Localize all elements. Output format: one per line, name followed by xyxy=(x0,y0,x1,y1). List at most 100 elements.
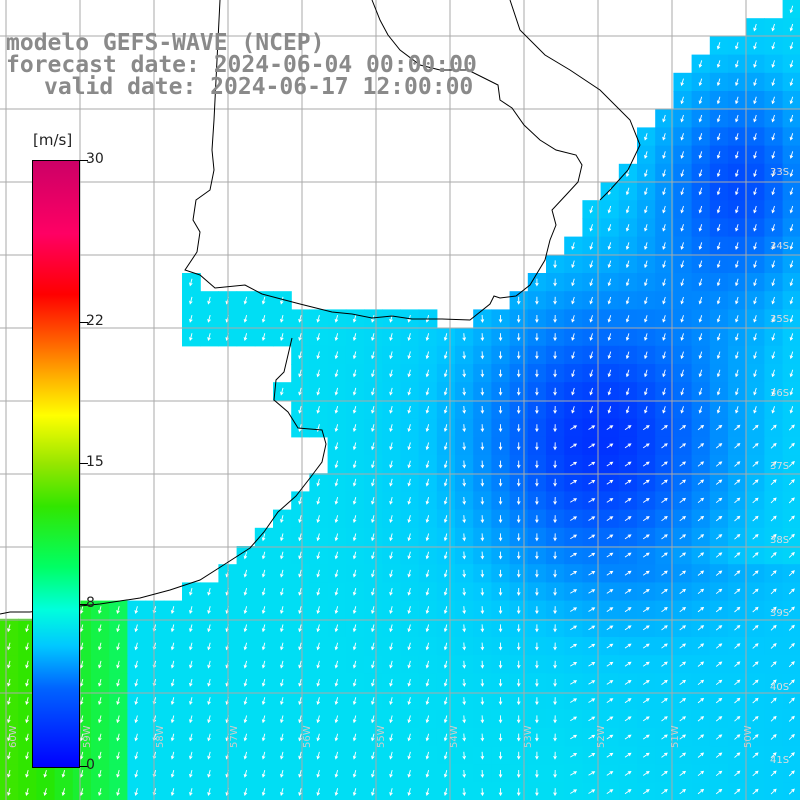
wind-arrow xyxy=(25,715,29,724)
wind-arrow xyxy=(280,733,284,742)
wind-arrow xyxy=(498,369,503,378)
wind-arrow xyxy=(298,788,302,797)
wind-arrow xyxy=(571,315,575,323)
wind-arrow xyxy=(389,642,393,651)
wind-arrow xyxy=(498,424,503,433)
wind-arrow xyxy=(207,715,211,724)
wind-arrow xyxy=(624,607,632,613)
wind-arrow xyxy=(624,625,632,631)
wind-arrow xyxy=(389,606,393,615)
wind-arrow xyxy=(371,533,375,542)
wind-arrow xyxy=(680,151,684,159)
wind-arrow xyxy=(316,478,321,487)
wind-arrow xyxy=(606,752,614,758)
wind-arrow xyxy=(462,587,467,596)
wind-arrow xyxy=(735,114,739,123)
wind-arrow xyxy=(662,187,666,196)
wind-arrow xyxy=(480,496,485,505)
wind-arrow xyxy=(680,205,684,214)
wind-arrow xyxy=(371,478,375,487)
wind-arrow xyxy=(753,387,757,396)
wind-arrow xyxy=(79,751,84,760)
wind-arrow xyxy=(389,678,393,687)
wind-arrow xyxy=(480,642,485,651)
wind-arrow xyxy=(698,187,703,196)
wind-arrow xyxy=(134,715,139,724)
wind-arrow xyxy=(588,643,596,649)
wind-arrow xyxy=(644,333,648,341)
colorbar-tick xyxy=(80,604,88,606)
wind-arrow xyxy=(771,333,775,341)
wind-arrow xyxy=(480,678,485,687)
wind-arrow xyxy=(753,60,757,68)
wind-arrow xyxy=(606,607,614,612)
wind-arrow xyxy=(443,551,448,560)
wind-arrow xyxy=(570,625,578,631)
wind-arrow xyxy=(261,569,266,578)
wind-arrow xyxy=(679,643,687,649)
wind-arrow xyxy=(298,333,302,342)
wind-arrow xyxy=(7,769,11,778)
longitude-label: 57W xyxy=(228,725,240,748)
wind-arrow xyxy=(770,715,777,722)
wind-arrow xyxy=(116,751,120,760)
wind-arrow xyxy=(516,697,521,706)
wind-arrow xyxy=(79,660,84,669)
wind-arrow xyxy=(789,296,794,305)
wind-arrow xyxy=(371,624,375,633)
wind-arrow xyxy=(443,587,448,596)
wind-arrow xyxy=(352,569,357,578)
wind-arrow xyxy=(789,169,794,178)
wind-arrow xyxy=(588,589,596,594)
wind-arrow xyxy=(134,788,139,797)
wind-arrow xyxy=(735,333,739,341)
wind-arrow xyxy=(588,753,596,758)
wind-arrow xyxy=(189,733,193,742)
wind-arrow xyxy=(535,715,539,724)
wind-arrow xyxy=(607,278,612,287)
wind-arrow xyxy=(298,606,302,615)
wind-arrow xyxy=(771,242,775,250)
wind-arrow xyxy=(352,587,357,596)
wind-arrow xyxy=(771,224,775,232)
wind-arrow xyxy=(697,643,705,649)
wind-arrow xyxy=(771,96,775,105)
wind-arrow xyxy=(371,460,375,469)
wind-arrow xyxy=(661,789,668,795)
wind-arrow xyxy=(134,733,139,742)
wind-arrow xyxy=(535,442,539,451)
wind-arrow xyxy=(443,442,448,451)
wind-arrow xyxy=(644,278,648,287)
wind-arrow xyxy=(589,224,593,232)
wind-arrow xyxy=(679,534,687,540)
wind-arrow xyxy=(371,333,375,342)
wind-arrow xyxy=(207,333,211,342)
wind-arrow xyxy=(589,333,593,341)
wind-arrow xyxy=(644,133,648,141)
latitude-label: 35S xyxy=(770,314,790,325)
wind-arrow xyxy=(407,478,412,487)
wind-arrow xyxy=(571,387,575,396)
wind-arrow xyxy=(570,698,578,703)
wind-arrow xyxy=(498,387,503,396)
wind-arrow xyxy=(352,660,357,669)
wind-arrow xyxy=(679,661,687,667)
wind-arrow xyxy=(443,751,448,760)
wind-arrow xyxy=(571,242,575,250)
wind-arrow xyxy=(662,406,666,414)
wind-arrow xyxy=(207,751,211,760)
wind-arrow xyxy=(334,642,339,651)
wind-arrow xyxy=(316,314,321,323)
wind-arrow xyxy=(316,769,321,778)
wind-arrow xyxy=(698,60,703,68)
wind-arrow xyxy=(443,624,448,633)
wind-arrow xyxy=(570,753,578,758)
wind-arrow xyxy=(425,587,430,596)
wind-arrow xyxy=(462,551,467,560)
wind-arrow xyxy=(443,606,448,615)
wind-arrow xyxy=(606,698,614,703)
wind-arrow xyxy=(624,752,632,758)
wind-arrow xyxy=(606,643,614,649)
wind-arrow xyxy=(280,333,284,342)
wind-arrow xyxy=(371,769,375,778)
